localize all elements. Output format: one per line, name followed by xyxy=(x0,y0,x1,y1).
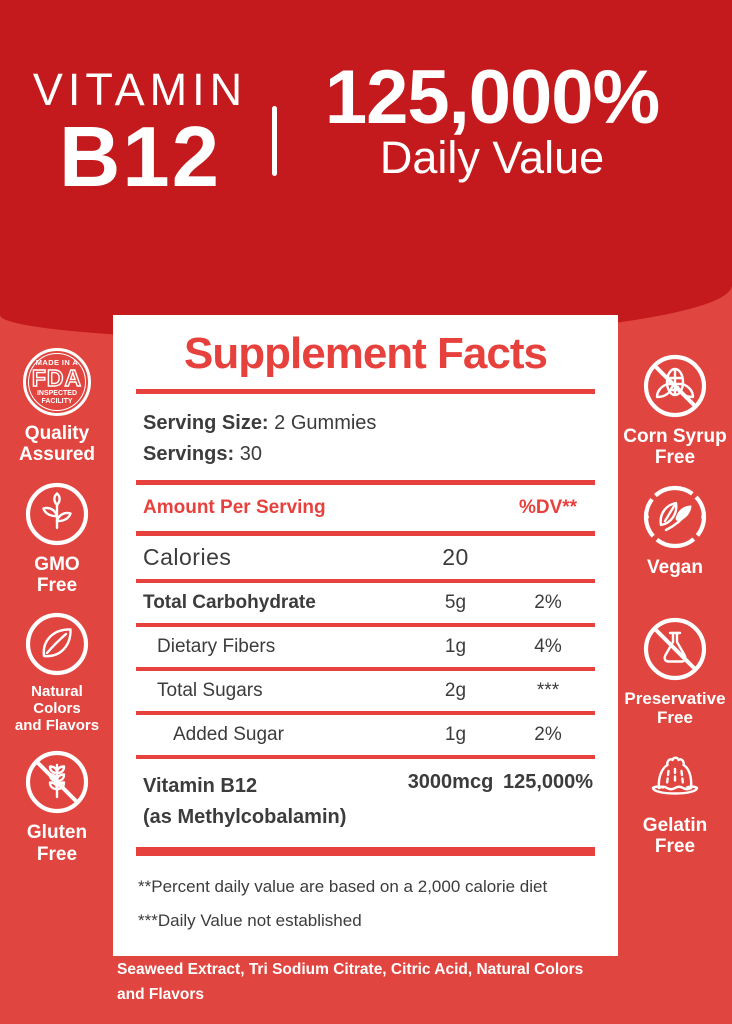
row-divider xyxy=(136,755,595,759)
serving-size-label: Serving Size: xyxy=(143,412,269,434)
badge-vegan: Vegan xyxy=(642,484,708,578)
product-name-vitamin: VITAMIN xyxy=(32,64,248,115)
leaf-icon xyxy=(25,612,89,676)
row-amount: 5g xyxy=(444,592,467,613)
badge-label: Quality Assured xyxy=(18,423,96,466)
badge-label: Preservative Free xyxy=(624,688,726,727)
badge-label: Natural Colors and Flavors xyxy=(14,683,100,734)
table-row-added-sugar: Added Sugar 1g 2% xyxy=(113,715,618,755)
badge-label: Gluten Free xyxy=(26,822,88,865)
badge-corn-syrup-free: Corn Syrup Free xyxy=(623,353,727,469)
row-divider xyxy=(136,667,595,671)
rule xyxy=(136,480,595,485)
serving-info: Serving Size: 2 Gummies Servings: 30 xyxy=(113,394,618,480)
jelly-icon xyxy=(651,756,699,795)
dv-header: %DV** xyxy=(518,497,578,518)
badge-natural-colors-flavors: Natural Colors and Flavors xyxy=(15,611,99,734)
table-header-row: Amount Per Serving %DV** xyxy=(113,485,618,531)
header-divider xyxy=(272,106,277,176)
row-amount: 2g xyxy=(444,680,467,701)
row-name: Calories xyxy=(143,544,232,570)
badge-label: Corn Syrup Free xyxy=(623,426,727,469)
row-amount: 3000mcg xyxy=(407,771,494,793)
servings-line: Servings: 30 xyxy=(143,439,588,470)
table-row-vitamin-b12: Vitamin B12 (as Methylcobalamin) 3000mcg… xyxy=(113,759,618,847)
badge-column-right: Corn Syrup Free Vegan Preservative Free xyxy=(622,353,728,872)
ingredients-list: Organic Tapioca Syrup, Organic Cane Suga… xyxy=(117,936,584,1003)
row-amount: 20 xyxy=(442,544,469,570)
supplement-facts-panel: Supplement Facts Serving Size: 2 Gummies… xyxy=(113,315,618,956)
row-name: Dietary Fibers xyxy=(157,636,276,657)
rule xyxy=(136,389,595,394)
product-name-b12: B12 xyxy=(59,110,221,205)
row-amount: 1g xyxy=(444,724,467,745)
no-wheat-icon xyxy=(25,751,89,814)
row-dv: 125,000% xyxy=(503,771,594,793)
footnote-percent-dv: **Percent daily value are based on a 2,0… xyxy=(138,877,548,896)
servings-label: Servings: xyxy=(143,443,235,465)
rule xyxy=(136,847,595,856)
fda-seal-icon: MADE IN A FDA INSPECTED FACILITY xyxy=(23,348,91,416)
daily-value-label: Daily Value xyxy=(379,131,605,183)
badge-quality-assured: MADE IN A FDA INSPECTED FACILITY Quality… xyxy=(19,348,95,466)
row-name: Vitamin B12 (as Methylcobalamin) xyxy=(143,771,398,833)
vitamin-b12-name: Vitamin B12 xyxy=(143,775,258,797)
servings-value: 30 xyxy=(239,443,262,465)
row-name: Total Sugars xyxy=(157,680,263,701)
footnote-dv-not-established: ***Daily Value not established xyxy=(138,911,362,930)
badge-label: GMO Free xyxy=(34,553,80,596)
badge-preservative-free: Preservative Free xyxy=(624,616,726,727)
table-row-dietary-fibers: Dietary Fibers 1g 4% xyxy=(113,627,618,667)
row-name: Total Carbohydrate xyxy=(143,592,316,613)
daily-value-callout: 125,000% Daily Value xyxy=(292,58,692,184)
header-banner: VITAMIN B12 125,000% Daily Value xyxy=(0,0,732,340)
row-dv: *** xyxy=(536,680,560,701)
daily-value-percent: 125,000% xyxy=(324,55,660,140)
vegan-leaves-icon xyxy=(643,485,707,548)
row-dv: 2% xyxy=(534,592,562,613)
table-row-total-carbohydrate: Total Carbohydrate 5g 2% xyxy=(113,583,618,623)
row-divider xyxy=(136,711,595,715)
serving-size-line: Serving Size: 2 Gummies xyxy=(143,408,588,439)
row-divider xyxy=(136,623,595,627)
panel-title: Supplement Facts xyxy=(184,329,548,378)
badge-gluten-free: Gluten Free xyxy=(24,749,90,865)
rule xyxy=(136,531,595,536)
vitamin-b12-form: (as Methylcobalamin) xyxy=(143,806,347,828)
fda-seal-inner-ring xyxy=(28,353,86,411)
sprout-icon xyxy=(25,482,89,545)
amount-per-serving-header: Amount Per Serving xyxy=(143,497,326,518)
row-divider xyxy=(136,579,595,583)
serving-size-value: 2 Gummies xyxy=(274,412,377,434)
table-row-calories: Calories 20 xyxy=(113,536,618,579)
footnotes: **Percent daily value are based on a 2,0… xyxy=(113,856,618,956)
no-corn-icon xyxy=(643,354,707,418)
product-name: VITAMIN B12 xyxy=(26,64,254,205)
badge-column-left: MADE IN A FDA INSPECTED FACILITY Quality… xyxy=(4,348,110,880)
badge-label: Vegan xyxy=(647,556,703,578)
row-amount: 1g xyxy=(444,636,467,657)
no-flask-icon xyxy=(643,617,707,680)
table-row-total-sugars: Total Sugars 2g *** xyxy=(113,671,618,711)
badge-gmo-free: GMO Free xyxy=(24,481,90,597)
badge-label: Gelatin Free xyxy=(642,814,708,858)
row-dv: 4% xyxy=(534,636,562,657)
row-dv: 2% xyxy=(534,724,562,745)
badge-gelatin-free: Gelatin Free xyxy=(642,742,708,858)
row-name: Added Sugar xyxy=(173,724,284,745)
